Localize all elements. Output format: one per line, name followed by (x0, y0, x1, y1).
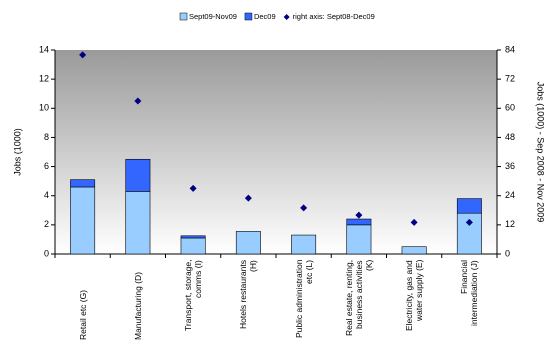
bar (346, 218, 372, 226)
bar (125, 191, 151, 255)
bar (70, 186, 96, 255)
x-tick-label: Electricity, gas and water supply (E) (404, 260, 425, 331)
y2-tick-label: 24 (505, 190, 515, 200)
marker (189, 184, 197, 192)
y-tick-label: 2 (44, 219, 49, 229)
x-tick-label: Public administration etc (L) (293, 260, 314, 339)
y2-tick-label: 48 (505, 132, 515, 142)
bar (180, 235, 206, 239)
x-tick-label: Financial intermediation (J) (459, 260, 480, 326)
bar (401, 246, 427, 255)
y2-axis-label: Jobs (1000) - Sep 2008 - Nov 2009 (536, 82, 546, 223)
plot-area (55, 50, 497, 254)
legend-label: Sept09-Nov09 (189, 12, 237, 21)
y-tick-label: 8 (44, 132, 49, 142)
bar (70, 179, 96, 188)
marker (410, 218, 418, 226)
x-tick-label: Transport, storage, comms (I) (183, 260, 204, 332)
bar (180, 237, 206, 255)
y2-tick-label: 12 (505, 219, 515, 229)
bar (291, 234, 317, 255)
y2-tick-label: 84 (505, 44, 515, 54)
x-tick-label: Hotels restaurants (H) (238, 260, 259, 329)
bar (235, 231, 261, 255)
y-tick-label: 4 (44, 190, 49, 200)
legend-label: Dec09 (254, 12, 276, 21)
bar (346, 224, 372, 255)
y2-tick-label: 72 (505, 74, 515, 84)
marker (244, 194, 252, 202)
bar (125, 158, 151, 192)
legend-swatch (244, 12, 253, 21)
marker (79, 51, 87, 59)
y-tick-label: 14 (39, 44, 49, 54)
bar (456, 198, 482, 214)
marker (355, 211, 363, 219)
y-tick-label: 6 (44, 161, 49, 171)
x-tick-label: Retail etc (G) (77, 289, 88, 340)
y2-tick-label: 60 (505, 103, 515, 113)
legend-swatch (179, 12, 188, 21)
marker (465, 218, 473, 226)
x-tick-label: Manufacturing (D) (132, 271, 143, 340)
x-tick-label: Real estate, renting, business activitie… (343, 260, 374, 337)
marker (300, 204, 308, 212)
marker (134, 97, 142, 105)
y-axis-label: Jobs (1000) (12, 128, 22, 176)
legend-marker (283, 14, 290, 20)
y2-tick-label: 0 (505, 248, 510, 258)
y-tick-label: 0 (44, 248, 49, 258)
legend-label: right axis: Sept08-Dec09 (293, 12, 375, 21)
y2-tick-label: 36 (505, 161, 515, 171)
y-tick-label: 10 (39, 103, 49, 113)
y-tick-label: 12 (39, 74, 49, 84)
